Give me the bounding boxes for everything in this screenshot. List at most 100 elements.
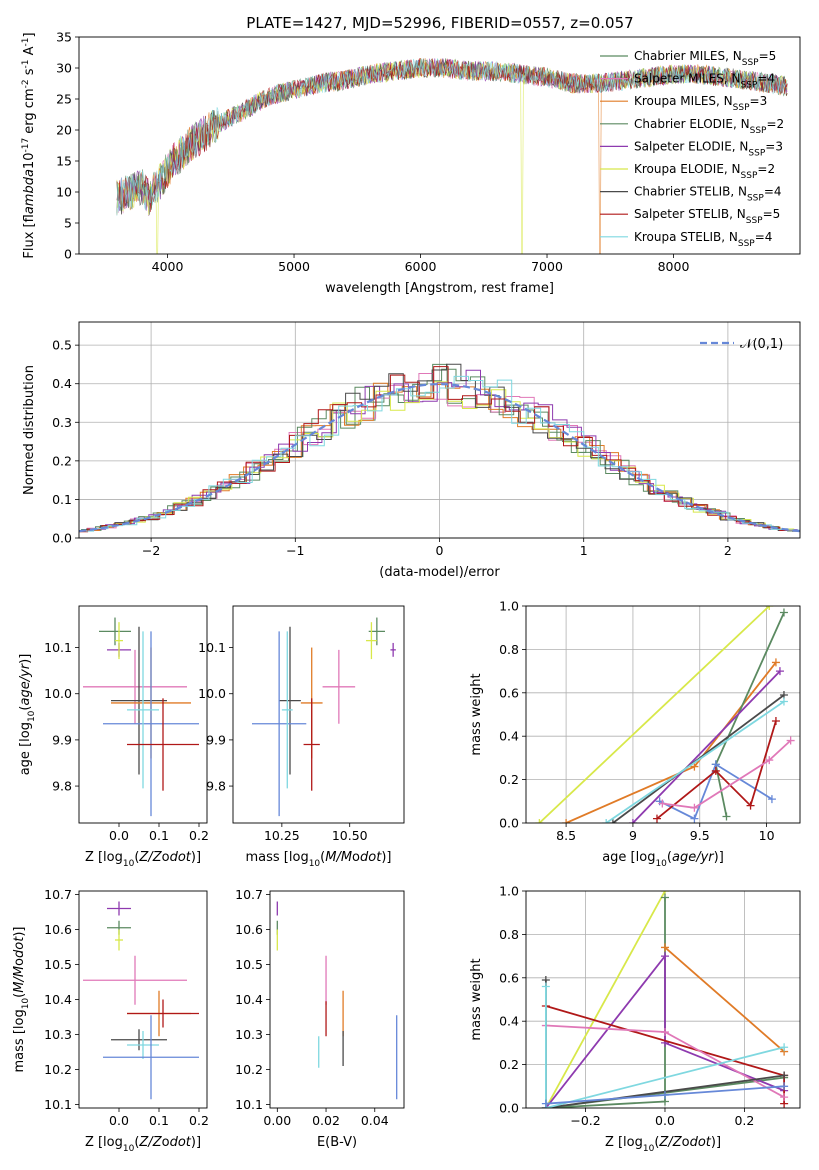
weight-marker [690,762,699,771]
weight_vs_Z-xlabel: Z [log10(Z/Zodot)] [605,1135,721,1154]
label-part: SSP [746,216,763,226]
label-part: SSP [742,58,759,68]
y-tick-label: 0.4 [499,729,519,744]
y-tick-label: 10.2 [235,1062,263,1077]
spectrum-xlabel: wavelength [Angstrom, rest frame] [325,281,554,296]
label-part: mass [log [12,1009,27,1072]
weight-marker [779,697,788,706]
label-part: )] [711,1135,721,1150]
x-tick-label: 0.04 [361,1113,389,1128]
age_vs_mass-axes: 10.25 10.50 9.8 9.9 10.0 10.1 [198,640,367,843]
label-part: 10 [123,859,135,869]
weight_vs_age-xlabel: age [log10(age/yr)] [602,850,724,869]
spectrum-axes: 4000 5000 6000 7000 8000 0 5 10 15 20 25 30 35 [56,30,689,275]
weight_vs_age-frame [525,605,801,824]
spectrum-series-9 [116,58,788,216]
weight-marker [690,814,699,823]
label-part: ( [654,1135,659,1150]
label-part: dot [690,1135,712,1150]
y-tick-label: 0.0 [499,1101,519,1116]
y-tick-label: 0.2 [52,453,72,468]
x-tick-label: 0.00 [263,1113,291,1128]
mass_vs_Z-points [83,901,199,1100]
weight-series-4 [664,946,785,1053]
y-tick-label: 0.6 [499,970,519,985]
weight_vs_age-lines [535,606,795,823]
label-part: )] [191,1135,201,1150]
label-part: Z [log [85,850,123,865]
x-tick-label: 10 [759,828,775,843]
legend-entry: Kroupa ELODIE, NSSP=2 [634,162,775,181]
x-tick-label: 0.1 [149,1113,169,1128]
label-part: -1 [21,59,31,68]
weight-marker [608,819,617,823]
label-part: Z/Z [658,1135,682,1150]
y-tick-label: 9.9 [52,732,72,747]
label-part: ( [134,850,139,865]
weight-marker [779,608,788,617]
label-part: Salpeter ELODIE, N [634,139,748,153]
label-part: =5 [763,207,781,221]
label-part: erg cm [22,88,37,137]
y-tick-label: 10.7 [235,887,263,902]
age_vs_mass-xlabel: mass [log10(M/Modot)] [246,850,392,869]
label-part: mass weight [469,673,484,755]
label-part: 10 [123,1144,135,1154]
spectrum-series-6 [116,58,788,254]
label-part: 10 [309,859,321,869]
label-part: mass weight [469,958,484,1040]
mass_vs_ebv-points [276,901,398,1100]
weight-series-1 [538,606,770,823]
label-part: SSP [741,171,758,181]
label-part: dot [170,850,192,865]
histograms [79,363,800,533]
mass_vs_Z-xlabel: Z [log10(Z/Zodot)] [85,1135,201,1154]
label-part: 10 [21,998,31,1010]
y-tick-label: 10.3 [235,1027,263,1042]
x-tick-label: 0 [436,543,444,558]
mass_vs_Z-ylabel: mass [log10(M/Modot)] [12,927,31,1073]
weight-marker [541,1099,550,1108]
y-tick-label: 10.1 [44,1097,72,1112]
label-part: Z/Z [138,850,162,865]
y-tick-label: 0.4 [52,376,72,391]
y-tick-label: 10.5 [235,957,263,972]
y-tick-label: 30 [56,61,72,76]
age_vs_Z-frame [78,605,208,824]
y-tick-label: 10.1 [198,640,226,655]
age_vs_mass-frame [232,605,405,824]
x-tick-label: 9.5 [690,828,710,843]
y-tick-label: 0.1 [52,492,72,507]
weight-marker [780,1082,789,1091]
legend-entry: Salpeter MILES, NSSP=4 [634,72,775,91]
label-part: o [682,1135,690,1150]
x-tick-label: 7000 [531,259,563,274]
label-part: (data-model)/error [379,565,500,580]
label-part: SSP [741,81,758,91]
weight-marker [765,756,774,765]
mass_vs_Z-axes: 0.0 0.1 0.2 10.1 10.2 10.3 10.4 10.5 10.6 10.7 [44,887,209,1128]
y-tick-label: 0.3 [52,415,72,430]
weight-marker [771,717,780,726]
weight_vs_Z-ylabel: mass weight [469,958,484,1040]
y-tick-label: 10.0 [44,686,72,701]
y-tick-label: 0.2 [499,772,519,787]
y-tick-label: 35 [56,30,72,45]
x-tick-label: 0.0 [109,1113,129,1128]
weight-series-3 [545,953,785,1108]
label-part: )] [18,654,33,664]
weight-marker [660,1090,669,1099]
label-part: wavelength [Angstrom, rest frame] [325,281,554,296]
y-tick-label: 10.6 [235,922,263,937]
weight-series-9 [662,739,792,809]
weight-marker [780,1071,789,1080]
weight_vs_Z-lines [541,891,789,1108]
label-part: SSP [733,103,750,113]
label-part: Normed distribution [22,365,37,495]
mass_vs_ebv-xlabel: E(B-V) [317,1135,357,1150]
x-tick-label: 2 [724,543,732,558]
weight-series-6 [605,700,785,823]
y-tick-label: 1.0 [499,599,519,614]
label-part: =5 [759,49,777,63]
